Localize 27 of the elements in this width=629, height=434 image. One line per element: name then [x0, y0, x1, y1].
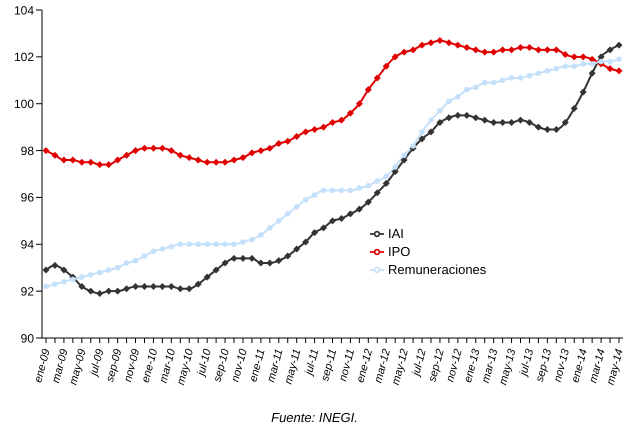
- y-tick-label: 90: [20, 331, 34, 346]
- legend-label: IPO: [388, 244, 410, 259]
- x-tick-label: nov-11: [337, 348, 358, 383]
- y-tick-label: 92: [20, 284, 34, 298]
- x-tick-label: jul-10: [194, 346, 214, 379]
- source-note: Fuente: INEGI.: [271, 410, 358, 425]
- x-tick-label: sep-12: [426, 348, 447, 384]
- x-tick-label: sep-11: [319, 348, 340, 383]
- x-tick-label: jul-12: [410, 348, 429, 379]
- y-tick-label: 96: [20, 190, 34, 205]
- y-tick-label: 104: [14, 3, 34, 18]
- legend-label: Remuneraciones: [388, 262, 486, 277]
- x-tick-label: sep-09: [104, 348, 124, 384]
- x-tick-label: jul-13: [517, 346, 536, 379]
- x-tick-label: nov-12: [444, 348, 465, 384]
- legend-label: IAI: [388, 226, 404, 241]
- y-tick-label: 100: [14, 96, 34, 111]
- x-tick-label: ene-10: [140, 346, 160, 384]
- x-tick-label: nov-09: [122, 348, 142, 384]
- x-tick-label: ene-09: [32, 348, 53, 384]
- x-tick-label: jul-09: [87, 348, 106, 379]
- y-tick-label: 102: [14, 50, 34, 64]
- y-tick-label: 98: [20, 144, 34, 158]
- x-tick-label: jul-11: [302, 348, 322, 378]
- y-tick-label: 94: [20, 238, 34, 252]
- x-tick-label: ene-11: [247, 348, 268, 384]
- x-tick-label: sep-13: [534, 346, 554, 384]
